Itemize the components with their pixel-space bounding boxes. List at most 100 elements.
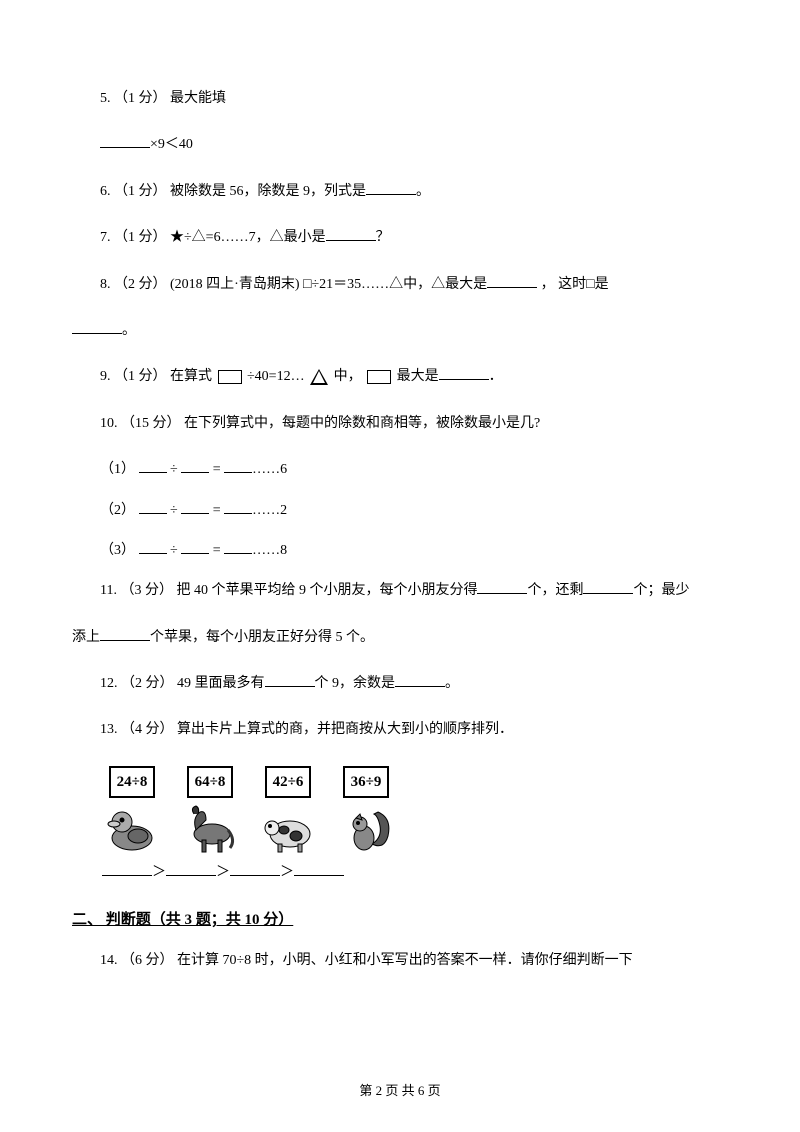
card-duck: 24÷8 xyxy=(102,766,162,856)
q-num: 14. xyxy=(100,953,118,968)
blank-input[interactable] xyxy=(583,580,633,594)
question-9: 9. （1 分） 在算式 ÷40=12… 中， 最大是 ． xyxy=(72,366,728,388)
question-5-line2: ×9＜40 xyxy=(72,134,728,156)
box-icon xyxy=(367,370,391,384)
blank-input[interactable] xyxy=(395,673,445,687)
page-footer: 第 2 页 共 6 页 xyxy=(0,1081,800,1102)
gt: ＞ xyxy=(216,865,230,880)
q-num: 7. xyxy=(100,230,111,245)
blank-input[interactable] xyxy=(224,540,252,554)
question-8-line2: 。 xyxy=(72,320,728,342)
q-text: 添上 xyxy=(72,630,100,645)
sub-tail: ……6 xyxy=(252,462,287,477)
q-text: ， 这时□是 xyxy=(537,277,608,292)
q-text: ★÷△=6……7，△最小是 xyxy=(170,230,326,245)
triangle-icon xyxy=(310,369,328,385)
q-pts: （2 分） xyxy=(114,277,170,292)
gt: ＞ xyxy=(152,865,166,880)
question-12: 12. （2 分） 49 里面最多有 个 9，余数是 。 xyxy=(72,673,728,695)
q-suffix: ． xyxy=(489,369,503,384)
q-pts: （6 分） xyxy=(121,953,174,968)
q-text: 在计算 70÷8 时，小明、小红和小军写出的答案不一样．请你仔细判断一下 xyxy=(177,953,633,968)
blank-input[interactable] xyxy=(224,459,252,473)
blank-input[interactable] xyxy=(439,366,489,380)
q-suffix: 。 xyxy=(445,676,459,691)
question-8: 8. （2 分） (2018 四上·青岛期末) □÷21＝35……△中，△最大是… xyxy=(72,274,728,296)
question-6: 6. （1 分） 被除数是 56，除数是 9，列式是 。 xyxy=(72,181,728,203)
gt: ＞ xyxy=(280,865,294,880)
q-text: ÷40=12… xyxy=(244,369,309,384)
question-10: 10. （15 分） 在下列算式中，每题中的除数和商相等，被除数最小是几? xyxy=(72,413,728,435)
q-suffix: 。 xyxy=(416,184,430,199)
question-13: 13. （4 分） 算出卡片上算式的商，并把商按从大到小的顺序排列． xyxy=(72,719,728,741)
sub-tail: ……2 xyxy=(252,503,287,518)
card-squirrel: 36÷9 xyxy=(336,766,396,856)
q-num: 6. xyxy=(100,184,111,199)
q-num: 10. xyxy=(100,416,118,431)
blank-input[interactable] xyxy=(181,540,209,554)
q-num: 8. xyxy=(100,277,111,292)
blank-input[interactable] xyxy=(166,862,216,876)
blank-input[interactable] xyxy=(100,134,150,148)
q-num: 9. xyxy=(100,369,111,384)
q-suffix: ？ xyxy=(376,230,390,245)
q-pts: （1 分） xyxy=(114,230,167,245)
q-pts: （3 分） xyxy=(120,583,176,598)
q-text: ×9＜40 xyxy=(150,137,193,152)
q-pts: （1 分） xyxy=(114,369,167,384)
sub-label: （2） xyxy=(100,503,135,518)
section-2-title: 二、 判断题（共 3 题；共 10 分） xyxy=(72,908,728,932)
blank-input[interactable] xyxy=(102,862,152,876)
blank-input[interactable] xyxy=(366,181,416,195)
q-text: 算出卡片上算式的商，并把商按从大到小的顺序排列． xyxy=(177,722,513,737)
question-11: 11. （3 分） 把 40 个苹果平均给 9 个小朋友，每个小朋友分得个，还剩… xyxy=(72,580,728,602)
q-text: □÷21＝35……△中，△最大是 xyxy=(303,277,487,292)
blank-input[interactable] xyxy=(230,862,280,876)
horse-icon xyxy=(182,800,238,856)
blank-input[interactable] xyxy=(139,540,167,554)
q-text: 在算式 xyxy=(170,369,216,384)
blank-input[interactable] xyxy=(224,500,252,514)
question-7: 7. （1 分） ★÷△=6……7，△最小是 ？ xyxy=(72,227,728,249)
sub-label: （3） xyxy=(100,543,135,558)
sub-tail: ……8 xyxy=(252,543,287,558)
question-14: 14. （6 分） 在计算 70÷8 时，小明、小红和小军写出的答案不一样．请你… xyxy=(72,950,728,972)
q-num: 13. xyxy=(100,722,118,737)
blank-input[interactable] xyxy=(265,673,315,687)
question-10-sub2: （2） ÷ = ……2 xyxy=(72,500,728,522)
q-text: 在下列算式中，每题中的除数和商相等，被除数最小是几? xyxy=(184,416,540,431)
blank-input[interactable] xyxy=(294,862,344,876)
q-text: 中， xyxy=(330,369,365,384)
question-10-sub3: （3） ÷ = ……8 xyxy=(72,540,728,562)
q-num: 11. xyxy=(100,583,117,598)
question-5: 5. （1 分） 最大能填 xyxy=(72,88,728,110)
card-expr: 24÷8 xyxy=(109,766,156,798)
q-text: 被除数是 56，除数是 9，列式是 xyxy=(170,184,366,199)
q-text: 个 9，余数是 xyxy=(315,676,396,691)
blank-input[interactable] xyxy=(100,627,150,641)
box-icon xyxy=(218,370,242,384)
question-11-line2: 添上 个苹果，每个小朋友正好分得 5 个。 xyxy=(72,627,728,649)
q-pts: （1 分） xyxy=(114,184,167,199)
blank-input[interactable] xyxy=(181,459,209,473)
q-num: 12. xyxy=(100,676,118,691)
q-pts: （1 分） xyxy=(114,91,167,106)
blank-input[interactable] xyxy=(326,227,376,241)
q-text: 49 里面最多有 xyxy=(177,676,265,691)
duck-icon xyxy=(104,800,160,856)
q-pts: （2 分） xyxy=(121,676,174,691)
q-pts: （15 分） xyxy=(121,416,181,431)
card-cow: 42÷6 xyxy=(258,766,318,856)
blank-input[interactable] xyxy=(487,274,537,288)
q-text: 个苹果，每个小朋友正好分得 5 个。 xyxy=(150,630,374,645)
card-expr: 64÷8 xyxy=(187,766,234,798)
q-text: 最大能填 xyxy=(170,91,226,106)
squirrel-icon xyxy=(338,800,394,856)
blank-input[interactable] xyxy=(139,500,167,514)
q-text: 最大是 xyxy=(393,369,439,384)
blank-input[interactable] xyxy=(477,580,527,594)
q-num: 5. xyxy=(100,91,111,106)
blank-input[interactable] xyxy=(139,459,167,473)
blank-input[interactable] xyxy=(72,320,122,334)
blank-input[interactable] xyxy=(181,500,209,514)
